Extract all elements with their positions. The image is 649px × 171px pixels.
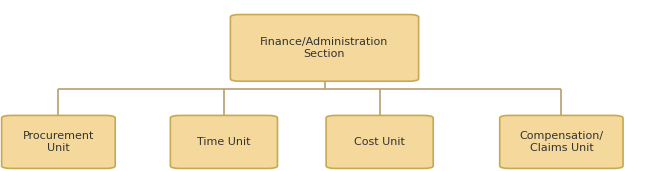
Text: Finance/Administration
Section: Finance/Administration Section: [260, 37, 389, 59]
FancyBboxPatch shape: [500, 115, 623, 168]
Text: Cost Unit: Cost Unit: [354, 137, 405, 147]
Text: Compensation/
Claims Unit: Compensation/ Claims Unit: [519, 131, 604, 153]
Text: Time Unit: Time Unit: [197, 137, 251, 147]
FancyBboxPatch shape: [1, 115, 116, 168]
Text: Procurement
Unit: Procurement Unit: [23, 131, 94, 153]
FancyBboxPatch shape: [230, 15, 419, 81]
FancyBboxPatch shape: [326, 115, 434, 168]
FancyBboxPatch shape: [170, 115, 278, 168]
